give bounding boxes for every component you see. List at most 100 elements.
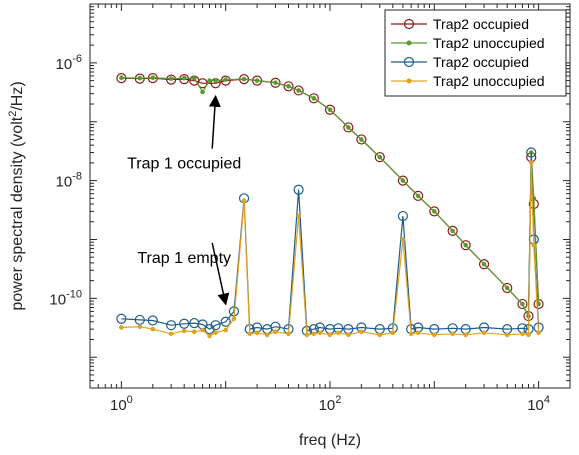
data-point <box>116 313 127 324</box>
annotation-text: Trap 1 empty <box>137 250 231 267</box>
data-point <box>397 175 409 186</box>
data-point <box>200 89 205 95</box>
data-point <box>192 329 197 335</box>
data-point <box>293 85 304 96</box>
data-point <box>526 332 531 338</box>
data-point <box>327 107 333 113</box>
data-point <box>197 78 208 89</box>
data-point <box>150 326 156 332</box>
data-point <box>213 330 218 336</box>
data-point <box>213 78 218 83</box>
data-point <box>119 325 124 330</box>
y-axis-label-sup: 2 <box>7 111 19 117</box>
data-point <box>264 332 270 338</box>
legend-label: Trap2 occupied <box>433 16 529 32</box>
data-point <box>137 75 143 81</box>
data-point <box>254 78 260 83</box>
data-point <box>210 320 221 331</box>
data-point <box>397 210 409 222</box>
annotations: Trap 1 occupied Trap 1 empty <box>127 94 241 306</box>
legend-label: Trap2 unoccupied <box>433 73 545 89</box>
data-point <box>327 332 333 338</box>
data-point <box>531 242 537 248</box>
data-point <box>450 228 455 234</box>
data-point <box>200 327 205 333</box>
x-tick-label-base: 10 <box>110 397 127 414</box>
data-point <box>247 331 253 337</box>
data-point <box>504 285 510 291</box>
x-tick-label-exp: 2 <box>335 394 341 406</box>
y-tick-label-exp: -8 <box>72 171 82 183</box>
legend-label: Trap2 unoccupied <box>433 35 545 51</box>
annotation-arrow <box>208 94 221 149</box>
data-point <box>308 93 319 104</box>
data-point <box>400 237 406 242</box>
data-point <box>356 134 367 145</box>
legend-marker <box>406 78 412 84</box>
x-tick-label: 102 <box>319 394 342 414</box>
data-point <box>346 332 351 338</box>
data-point <box>528 160 534 166</box>
x-axis-label: freq (Hz) <box>299 432 361 449</box>
y-tick-label-base: 10 <box>56 56 73 73</box>
data-point <box>415 330 421 336</box>
y-tick-label-exp: -10 <box>66 288 82 300</box>
data-point <box>400 178 406 183</box>
data-point <box>377 154 383 160</box>
y-tick-label-base: 10 <box>56 174 73 191</box>
x-tick-label-exp: 0 <box>127 394 133 406</box>
series-line <box>121 77 540 317</box>
data-point <box>150 75 156 80</box>
data-point <box>359 137 364 142</box>
data-point <box>447 225 458 236</box>
data-point <box>286 331 291 337</box>
data-point <box>502 282 513 294</box>
data-point <box>241 198 247 204</box>
x-tick-label-exp: 4 <box>544 394 550 406</box>
data-point <box>317 330 323 336</box>
plot-area <box>116 73 544 339</box>
data-point <box>463 242 468 248</box>
data-point <box>293 184 304 195</box>
data-point <box>241 76 247 82</box>
y-tick-label: 10-6 <box>56 53 82 73</box>
y-axis-label-suffix: /Hz) <box>9 81 26 110</box>
data-point <box>504 332 510 338</box>
data-point <box>377 332 383 338</box>
data-point <box>254 330 260 336</box>
data-point <box>223 327 228 333</box>
data-point <box>374 152 385 163</box>
x-tick-label: 100 <box>110 394 133 414</box>
data-point <box>346 125 351 130</box>
data-point <box>463 332 468 338</box>
data-point <box>283 81 294 92</box>
data-point <box>415 193 421 199</box>
data-point <box>137 324 143 329</box>
data-point <box>296 213 301 219</box>
y-axis-label-prefix: power spectral density (volt <box>9 116 26 310</box>
legend-label: Trap2 occupied <box>433 54 529 70</box>
y-tick-label-exp: -6 <box>72 53 82 65</box>
data-point <box>478 259 490 270</box>
data-point <box>343 122 354 133</box>
data-point <box>390 330 396 336</box>
x-tick-label-base: 10 <box>319 397 336 414</box>
data-point <box>450 331 455 337</box>
data-point <box>536 330 541 336</box>
data-point <box>119 75 124 80</box>
data-point <box>192 75 197 81</box>
data-point <box>223 77 228 82</box>
data-point <box>481 261 487 267</box>
data-point <box>359 329 364 335</box>
data-point <box>311 96 317 101</box>
data-point <box>166 320 177 331</box>
annotation-text: Trap 1 occupied <box>127 156 241 173</box>
data-point <box>335 330 341 336</box>
data-point <box>311 331 317 337</box>
data-point <box>526 147 537 158</box>
data-point <box>432 332 437 338</box>
data-point <box>481 330 487 336</box>
y-tick-label-base: 10 <box>49 291 66 308</box>
data-point <box>273 329 278 335</box>
